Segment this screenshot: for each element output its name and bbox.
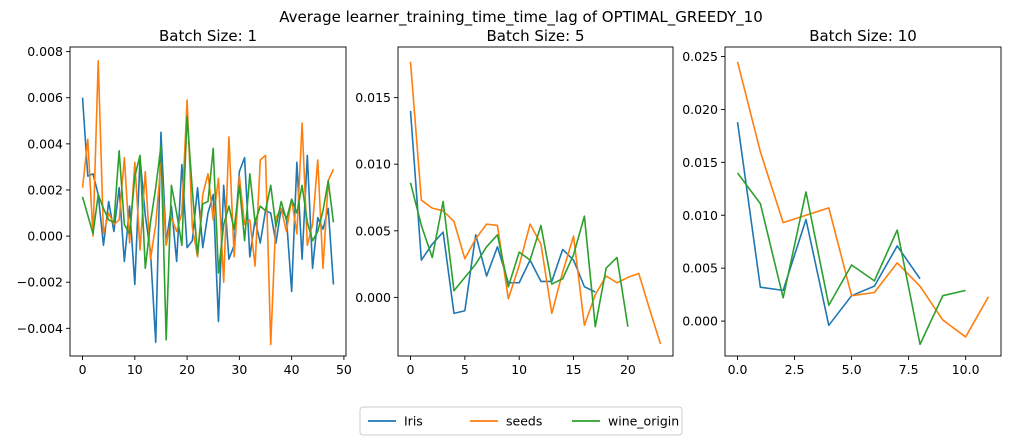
legend-box [359, 406, 683, 436]
x-tick-label: 30 [231, 362, 247, 377]
y-tick-label: 0.006 [27, 90, 63, 105]
x-tick-label: 15 [566, 362, 582, 377]
series-line-wine-origin [736, 172, 966, 346]
x-tick-label: 10 [511, 362, 527, 377]
series-line-seeds [409, 61, 662, 345]
y-tick-label: 0.010 [682, 208, 718, 223]
legend: Iris seeds wine_origin [359, 406, 683, 436]
y-tick-label: 0.000 [355, 290, 391, 305]
series-line-iris [736, 122, 921, 327]
x-tick-label: 20 [620, 362, 636, 377]
x-tick-label: 10 [127, 362, 143, 377]
axes-frame [397, 46, 674, 357]
y-tick-label: 0.015 [355, 90, 391, 105]
y-tick-label: 0.010 [355, 157, 391, 172]
x-tick-label: 40 [284, 362, 300, 377]
y-tick-label: 0.005 [682, 261, 718, 276]
legend-entry-iris: Iris [368, 414, 423, 429]
x-tick-label: 0 [79, 362, 87, 377]
y-tick-label: 0.000 [682, 314, 718, 329]
x-tick-label: 0.0 [728, 362, 748, 377]
y-tick-label: 0.015 [682, 155, 718, 170]
legend-label: Iris [404, 414, 423, 429]
y-tick-label: 0.008 [27, 44, 63, 59]
y-tick-label: 0.020 [682, 102, 718, 117]
x-tick-label: 10.0 [952, 362, 980, 377]
legend-label: seeds [506, 414, 542, 429]
subplots: Batch Size: 10 10 20 30 40 50−0.004−0.0020.00… [17, 27, 1002, 377]
y-tick-label: 0.004 [27, 136, 63, 151]
x-tick-label: 5 [461, 362, 469, 377]
series-line-wine-origin [409, 182, 629, 328]
x-tick-label: 7.5 [899, 362, 919, 377]
y-tick-label: 0.005 [355, 223, 391, 238]
y-tick-label: 0.025 [682, 49, 718, 64]
y-tick-label: −0.004 [17, 321, 63, 336]
x-tick-label: 0 [407, 362, 415, 377]
series-line-wine-origin [81, 115, 335, 341]
axes-frame [69, 46, 347, 357]
axes-frame [724, 46, 1002, 357]
figure-title: Average learner_training_time_time_lag o… [279, 8, 763, 27]
legend-entry-wine-origin: wine_origin [572, 414, 679, 429]
y-tick-label: −0.002 [17, 275, 63, 290]
plot-area [409, 61, 662, 345]
y-tick-label: 0.000 [27, 229, 63, 244]
x-tick-label: 5.0 [842, 362, 862, 377]
subplot-1: Batch Size: 1 0 10 20 30 40 50 −0.004 −0.002 0.00… [17, 27, 352, 377]
x-tick-label: 50 [336, 362, 352, 377]
y-tick-label: 0.002 [27, 182, 63, 197]
x-tick-label: 2.5 [785, 362, 805, 377]
series-line-iris [81, 97, 335, 343]
series-line-iris [409, 110, 596, 315]
plot-area [81, 60, 335, 346]
series-line-seeds [736, 61, 990, 338]
subplot-2: Batch Size: 5 0 5 10 15 20 0.000 0.005 0.010 0.01… [355, 27, 674, 377]
subplot-title: Batch Size: 1 [159, 27, 257, 45]
x-tick-label: 20 [179, 362, 195, 377]
legend-entry-seeds: seeds [470, 414, 542, 429]
legend-label: wine_origin [608, 414, 679, 429]
subplot-title: Batch Size: 5 [486, 27, 584, 45]
plot-area [736, 61, 990, 346]
subplot-title: Batch Size: 10 [809, 27, 917, 45]
subplot-3: Batch Size: 10 0.0 2.5 5.0 7.5 10.0 0.000 0.005… [682, 27, 1002, 377]
